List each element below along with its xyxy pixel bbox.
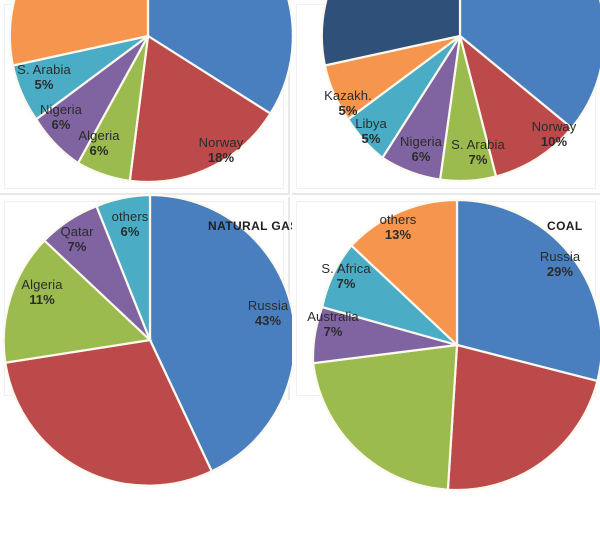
label-name: Qatar [60, 224, 94, 239]
label-name: Algeria [78, 128, 120, 143]
label-s-arabia: S. Arabia 7% [436, 137, 520, 167]
label-percent: 5% [361, 131, 381, 146]
slice-blue [458, 0, 600, 130]
slice-blue [146, 0, 294, 116]
slice-russia [455, 198, 600, 383]
label-percent: 6% [51, 117, 71, 132]
label-name: Russia [539, 249, 581, 264]
label-kazakhstan: Kazakh. 5% [310, 88, 386, 118]
label-percent: 11% [29, 292, 55, 307]
panel-bottom-right: others 13% S. Africa 7% Australia 7% Rus… [290, 197, 600, 492]
label-percent: 7% [67, 239, 87, 254]
top-right-pie [260, 0, 600, 236]
label-nigeria: Nigeria 6% [384, 134, 458, 164]
label-percent: 5% [34, 77, 54, 92]
label-percent: 6% [120, 224, 140, 239]
label-percent: 13% [384, 227, 412, 242]
label-percent: 6% [411, 149, 431, 164]
label-algeria: Algeria 11% [4, 277, 80, 307]
label-percent: 10% [540, 134, 568, 149]
label-name: Australia [307, 309, 359, 324]
label-percent: 5% [338, 103, 358, 118]
label-name: Russia [247, 298, 289, 313]
label-name: Libya [355, 116, 387, 131]
label-name: Algeria [21, 277, 63, 292]
label-name: Norway [198, 135, 244, 150]
label-percent: 7% [468, 152, 488, 167]
label-name: S. Africa [321, 261, 371, 276]
slice-norway [128, 34, 272, 184]
panel-bottom-left: Qatar 7% others 6% Algeria 11% Russia 43… [0, 193, 298, 487]
slice-others [349, 198, 459, 348]
label-norway: Norway 10% [514, 119, 594, 149]
panel-top-right: Kazakh. 5% Libya 5% Nigeria 6% S. Arabia… [292, 0, 600, 195]
top-left-pie [0, 0, 348, 236]
label-algeria: Algeria 6% [62, 128, 136, 158]
label-percent: 7% [336, 276, 356, 291]
label-name: Kazakh. [324, 88, 372, 103]
label-russia: Russia 43% [236, 298, 300, 328]
slice-others [95, 193, 152, 341]
label-qatar: Qatar 7% [42, 224, 112, 254]
label-name: Nigeria [400, 134, 442, 149]
label-name: others [111, 209, 149, 224]
label-name: S. Arabia [17, 62, 71, 77]
coal-pie [257, 145, 600, 545]
label-percent: 18% [207, 150, 235, 165]
label-russia: Russia 29% [524, 249, 596, 279]
label-norway: Norway 18% [182, 135, 260, 165]
chart-title-coal: COAL [547, 219, 583, 233]
label-others: others 13% [364, 212, 432, 242]
label-nigeria: Nigeria 6% [24, 102, 98, 132]
slice-orange [8, 0, 150, 67]
slice-navy [320, 0, 462, 67]
label-libya: Libya 5% [340, 116, 402, 146]
label-percent: 43% [254, 313, 282, 328]
label-s-arabia: S. Arabia 5% [2, 62, 86, 92]
panel-top-left: S. Arabia 5% Nigeria 6% Algeria 6% Norwa… [0, 0, 294, 195]
label-name: Norway [531, 119, 577, 134]
label-s-africa: S. Africa 7% [306, 261, 386, 291]
figure-canvas: S. Arabia 5% Nigeria 6% Algeria 6% Norwa… [0, 0, 600, 492]
label-name: others [379, 212, 417, 227]
label-percent: 29% [546, 264, 574, 279]
label-australia: Australia 7% [290, 309, 376, 339]
slice-algeria [2, 238, 153, 364]
label-name: S. Arabia [451, 137, 505, 152]
label-others: others 6% [94, 209, 166, 239]
label-percent: 6% [89, 143, 109, 158]
slice-green [311, 343, 459, 491]
chart-title-natural-gas: NATURAL GAS [208, 219, 299, 233]
label-percent: 7% [323, 324, 343, 339]
label-name: Nigeria [40, 102, 82, 117]
